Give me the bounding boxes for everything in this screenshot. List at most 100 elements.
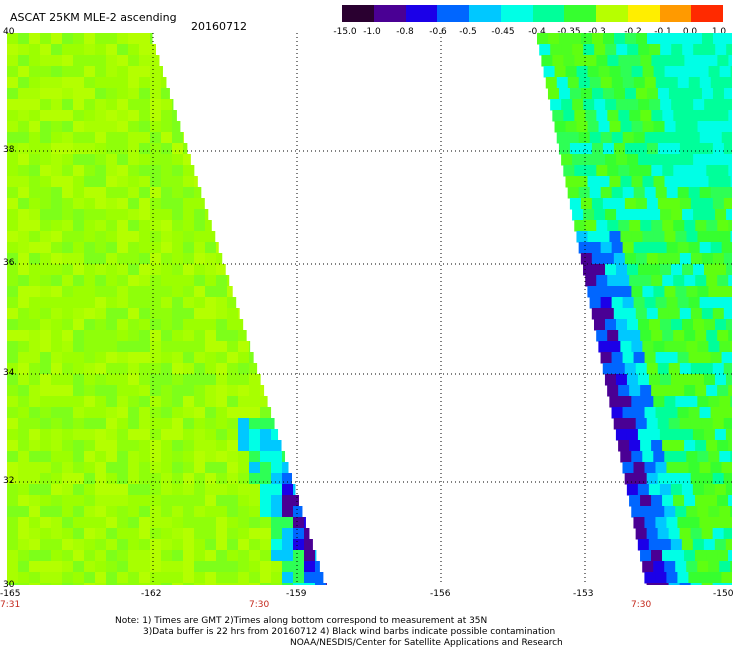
swath-cell xyxy=(651,110,663,122)
swath-cell xyxy=(688,187,701,199)
swath-cell xyxy=(18,396,30,408)
swath-cell xyxy=(644,132,657,144)
swath-cell xyxy=(730,561,732,573)
swath-cell xyxy=(598,121,611,133)
swath-cell xyxy=(271,473,283,485)
swath-cell xyxy=(721,242,732,254)
swath-cell xyxy=(29,154,41,166)
swath-cell xyxy=(613,88,626,100)
swath-cell xyxy=(183,374,195,386)
swath-cell xyxy=(607,275,619,287)
swath-cell xyxy=(596,110,608,122)
swath-cell xyxy=(578,77,591,89)
swath-cell xyxy=(666,297,679,309)
swath-cell xyxy=(7,319,19,331)
swath-cell xyxy=(150,88,162,100)
swath-cell xyxy=(271,495,283,507)
swath-cell xyxy=(708,396,720,408)
swath-cell xyxy=(249,528,261,540)
swath-cell xyxy=(684,550,696,562)
swath-cell xyxy=(260,429,272,441)
swath-cell xyxy=(62,396,74,408)
swath-cell xyxy=(128,352,140,364)
swath-cell xyxy=(690,363,703,375)
swath-cell xyxy=(717,220,729,232)
swath-cell xyxy=(633,132,646,144)
swath-cell xyxy=(95,176,107,188)
swath-cell xyxy=(706,385,718,397)
swath-cell xyxy=(18,253,30,265)
swath-cell xyxy=(18,462,30,474)
swath-cell xyxy=(194,275,206,287)
swath-cell xyxy=(194,220,206,232)
swath-cell xyxy=(62,231,74,243)
swath-cell xyxy=(647,33,659,45)
swath-cell xyxy=(714,429,727,441)
swath-cell xyxy=(653,506,665,518)
swath-cell xyxy=(194,187,202,199)
swath-cell xyxy=(150,517,162,529)
swath-cell xyxy=(29,374,41,386)
swath-cell xyxy=(681,374,694,386)
swath-cell xyxy=(18,198,30,210)
swath-cell xyxy=(7,209,19,221)
swath-cell xyxy=(227,495,239,507)
swath-cell xyxy=(260,407,272,419)
swath-cell xyxy=(216,429,228,441)
swath-cell xyxy=(695,110,707,122)
swath-cell xyxy=(40,88,52,100)
swath-cell xyxy=(183,198,195,210)
swath-cell xyxy=(128,440,140,452)
swath-cell xyxy=(128,297,140,309)
swath-cell xyxy=(95,352,107,364)
swath-cell xyxy=(602,88,615,100)
swath-cell xyxy=(692,319,705,331)
swath-cell xyxy=(84,462,96,474)
swath-cell xyxy=(664,396,676,408)
swath-cell xyxy=(627,99,639,111)
swath-cell xyxy=(18,539,30,551)
swath-cell xyxy=(128,528,140,540)
swath-cell xyxy=(710,572,722,584)
swath-cell xyxy=(227,517,239,529)
swath-cell xyxy=(238,517,250,529)
swath-cell xyxy=(216,462,228,474)
swath-cell xyxy=(293,517,305,529)
swath-cell xyxy=(62,88,74,100)
swath-cell xyxy=(569,198,582,210)
swath-cell xyxy=(640,55,652,67)
swath-cell xyxy=(150,165,162,177)
swath-cell xyxy=(73,44,85,56)
lat-label: 38 xyxy=(3,145,15,155)
swath-cell xyxy=(227,396,239,408)
swath-cell xyxy=(547,88,560,100)
swath-cell xyxy=(18,451,30,463)
swath-cell xyxy=(728,385,732,397)
swath-cell xyxy=(550,99,562,111)
swath-cell xyxy=(161,319,173,331)
swath-cell xyxy=(128,264,140,276)
swath-cell xyxy=(596,275,608,287)
swath-cell xyxy=(695,330,707,342)
swath-cell xyxy=(18,550,30,562)
swath-cell xyxy=(591,308,604,320)
swath-cell xyxy=(572,209,584,221)
swath-cell xyxy=(62,385,74,397)
swath-cell xyxy=(631,506,643,518)
swath-cell xyxy=(139,209,151,221)
swath-cell xyxy=(194,363,206,375)
swath-cell xyxy=(708,451,720,463)
swath-cell xyxy=(161,187,173,199)
swath-cell xyxy=(662,275,674,287)
swath-cell xyxy=(62,517,74,529)
swath-cell xyxy=(183,242,195,254)
swath-cell xyxy=(690,473,703,485)
swath-cell xyxy=(40,418,52,430)
swath-cell xyxy=(580,253,593,265)
swath-cell xyxy=(194,231,206,243)
swath-cell xyxy=(183,319,195,331)
swath-cell xyxy=(161,121,173,133)
swath-cell xyxy=(205,297,217,309)
swath-cell xyxy=(631,66,644,78)
swath-cell xyxy=(73,88,85,100)
